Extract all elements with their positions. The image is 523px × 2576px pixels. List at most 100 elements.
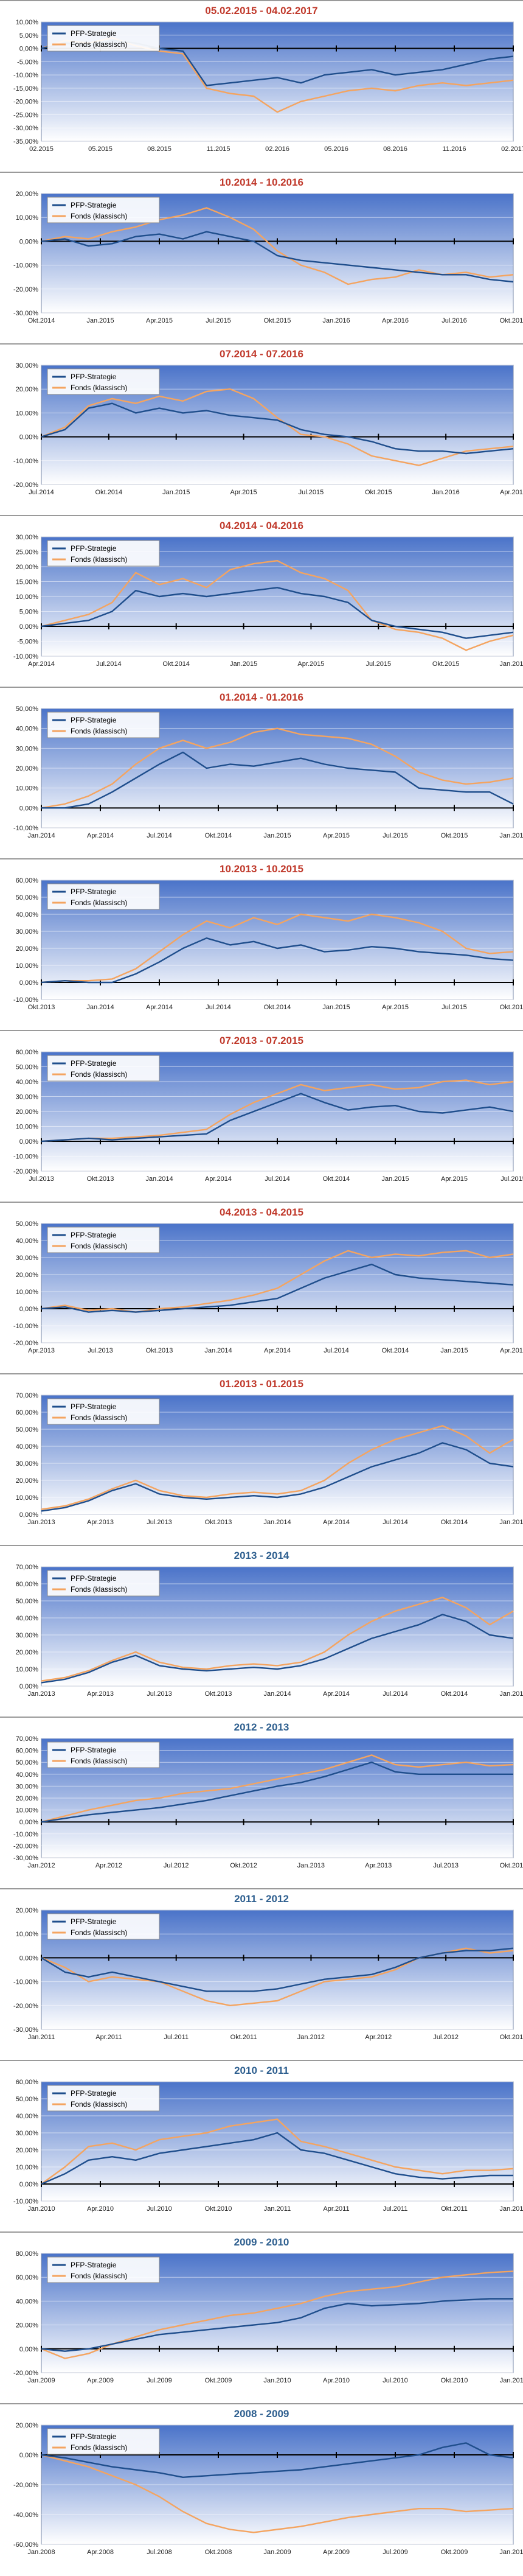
y-tick-label: -10,00% — [13, 458, 38, 465]
series-line — [41, 1762, 513, 1823]
y-tick-label: 60,00% — [16, 877, 39, 884]
y-tick-label: 25,00% — [16, 549, 39, 556]
y-tick-label: 0,00% — [19, 1955, 38, 1962]
y-tick-label: 20,00% — [16, 1795, 39, 1802]
x-tick-label: Jan.2016 — [499, 660, 523, 668]
x-tick-label: Jul.2012 — [433, 2034, 459, 2041]
x-tick-label: Jan.2012 — [27, 1862, 55, 1869]
series-line — [41, 1425, 514, 1510]
y-tick-label: -20,00% — [13, 2370, 38, 2377]
x-tick-label: Okt.2012 — [500, 2034, 523, 2041]
chart-title: 2011 - 2012 — [234, 1893, 289, 1905]
legend-box — [47, 1570, 160, 1597]
legend-box — [47, 2428, 160, 2455]
chart-panel: 01.2013 - 01.2015 70,00% 60,00% 50,00% 40,00… — [0, 1373, 523, 1541]
x-tick-label: Apr.2009 — [323, 2549, 350, 2556]
y-tick-label: -20,00% — [13, 481, 38, 489]
x-tick-label: Apr.2014 — [28, 660, 55, 668]
x-tick-label: Jan.2016 — [322, 317, 350, 324]
x-tick-label: Okt.2010 — [441, 2377, 468, 2384]
y-tick-label: 70,00% — [16, 1564, 39, 1571]
x-tick-label: Jan.2015 — [322, 1004, 350, 1011]
legend-label: Fonds (klassisch) — [71, 1757, 127, 1765]
line-chart: 60,00% 50,00% 40,00% 30,00% 20,00% 10,00% 0,00… — [13, 877, 523, 1011]
y-tick-label: 0,00% — [19, 1819, 38, 1826]
y-tick-label: -30,00% — [13, 1855, 38, 1862]
y-tick-label: 0,00% — [19, 979, 38, 987]
chart-title: 10.2013 - 10.2015 — [219, 863, 303, 875]
chart-title: 07.2013 - 07.2015 — [219, 1035, 303, 1046]
y-tick-label: -10,00% — [13, 1831, 38, 1838]
line-chart: 50,00% 40,00% 30,00% 20,00% 10,00% 0,00% -10,0… — [13, 1220, 523, 1354]
y-tick-label: 30,00% — [16, 1094, 39, 1101]
plot-area — [41, 1223, 514, 1343]
x-tick-label: Apr.2014 — [323, 1519, 350, 1526]
x-tick-label: Okt.2013 — [205, 1690, 232, 1698]
y-tick-label: 10,00% — [16, 410, 39, 417]
x-tick-label: Okt.2013 — [87, 1175, 114, 1183]
legend-box — [47, 1741, 160, 1768]
x-tick-label: Jan.2016 — [499, 832, 523, 839]
x-tick-label: Apr.2015 — [441, 1175, 468, 1183]
y-tick-label: 0,00% — [19, 805, 38, 812]
x-tick-label: Okt.2014 — [441, 1690, 468, 1698]
x-tick-label: 02.2016 — [265, 145, 289, 153]
x-tick-label: Apr.2016 — [500, 489, 523, 496]
x-tick-label: Okt.2013 — [205, 1519, 232, 1526]
series-line — [41, 560, 514, 651]
x-tick-label: Okt.2010 — [205, 2205, 232, 2213]
line-chart: 80,00%60,00%40,00%20,00%0,00%-20,00%Jan.… — [13, 2250, 523, 2384]
legend-box — [47, 1227, 160, 1253]
y-tick-label: 20,00% — [16, 191, 39, 198]
x-tick-label: Okt.2015 — [264, 317, 291, 324]
y-tick-label: 40,00% — [16, 726, 39, 733]
legend-box — [47, 1398, 160, 1425]
chart-panel: 2010 - 2011 60,00% 50,00% 40,00% 30,00% 20,00… — [0, 2060, 523, 2227]
x-tick-label: Jul.2013 — [29, 1175, 54, 1183]
y-tick-label: 50,00% — [16, 2096, 39, 2103]
x-tick-label: Okt.2009 — [441, 2549, 468, 2556]
y-tick-label: 30,00% — [16, 362, 39, 369]
x-tick-label: 02.2015 — [29, 145, 54, 153]
x-tick-label: Okt.2011 — [230, 2034, 257, 2041]
y-tick-label: 50,00% — [16, 894, 39, 901]
legend-label: PFP-Strategie — [71, 2432, 117, 2441]
x-tick-label: Jan.2014 — [86, 1004, 114, 1011]
y-tick-label: -20,00% — [13, 1168, 38, 1175]
series-line — [41, 2270, 514, 2359]
y-tick-label: 30,00% — [16, 745, 39, 752]
x-tick-label: Jul.2010 — [147, 2205, 172, 2213]
x-tick-label: Okt.2015 — [365, 489, 392, 496]
y-tick-label: 0,00% — [19, 1306, 38, 1313]
line-chart: 20,00%10,00%0,00%-10,00%-20,00%-30,00%Ja… — [13, 1907, 523, 2041]
legend-label: Fonds (klassisch) — [71, 2272, 127, 2280]
legend-box — [47, 368, 160, 395]
legend-box — [47, 712, 160, 738]
legend-label: Fonds (klassisch) — [71, 727, 127, 735]
y-tick-label: -20,00% — [13, 99, 38, 106]
x-tick-label: Jan.2016 — [432, 489, 460, 496]
x-tick-label: Okt.2016 — [500, 317, 523, 324]
x-tick-label: Jul.2011 — [164, 2034, 189, 2041]
x-tick-label: Apr.2012 — [95, 1862, 122, 1869]
chart-panel: 05.02.2015 - 04.02.2017 10,00% 5,00% 0,00% -… — [0, 0, 523, 167]
x-tick-label: Apr.2013 — [87, 1690, 114, 1698]
x-tick-label: Jan.2014 — [27, 832, 55, 839]
line-chart: 70,00% 60,00% 50,00% 40,00% 30,00% 20,00% 10,0… — [13, 1735, 523, 1869]
chart-title: 01.2013 - 01.2015 — [219, 1378, 303, 1390]
y-tick-label: 0,00% — [19, 1683, 38, 1690]
y-tick-label: -10,00% — [13, 653, 38, 660]
legend-label: PFP-Strategie — [71, 1059, 117, 1068]
y-tick-label: 10,00% — [16, 593, 39, 601]
y-tick-label: 5,00% — [19, 32, 38, 40]
x-tick-label: Jan.2015 — [230, 660, 257, 668]
y-tick-label: -20,00% — [13, 2003, 38, 2010]
line-chart: 20,00% 0,00% -20,00% -40,00% -60,00%Jan.2008… — [13, 2422, 523, 2556]
series-line — [41, 727, 514, 809]
x-tick-label: Apr.2013 — [28, 1347, 55, 1354]
x-tick-label: Jul.2014 — [324, 1347, 349, 1354]
x-tick-label: Okt.2014 — [441, 1519, 468, 1526]
legend-label: PFP-Strategie — [71, 2089, 117, 2098]
chart-panel: 2012 - 2013 70,00% 60,00% 50,00% 40,00% 30,00… — [0, 1717, 523, 1884]
legend-label: PFP-Strategie — [71, 1917, 117, 1926]
